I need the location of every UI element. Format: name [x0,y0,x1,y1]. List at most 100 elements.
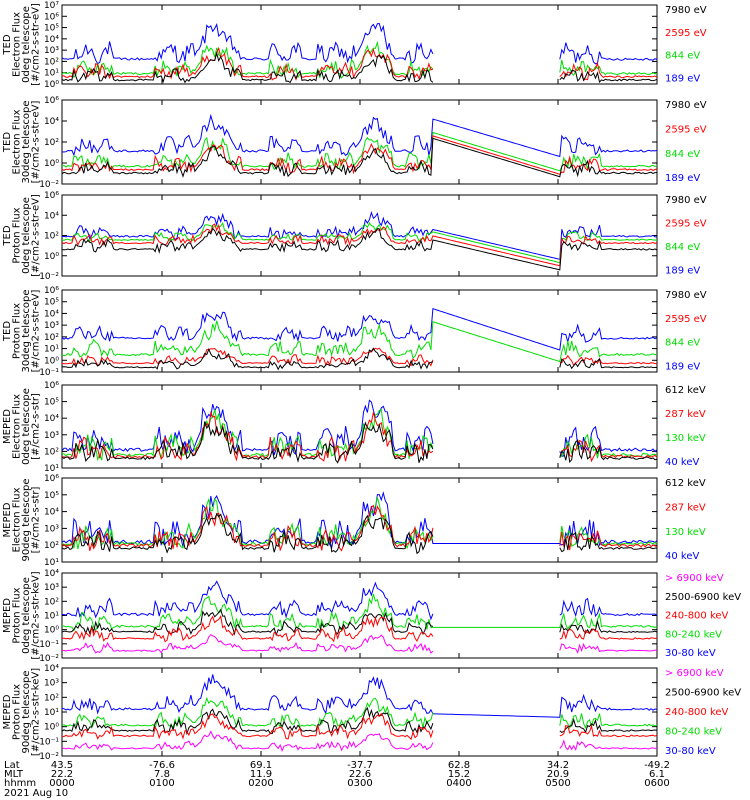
y-axis-label: MEPEDProton Flux0deg telescope[#/cm2-s-s… [2,571,42,659]
y-axis-label: TEDProton Flux0deg telescope[#/cm2-s-str… [2,194,42,277]
y-axis-label-line: 0deg telescope [21,197,32,274]
y-axis-label-line: 30deg telescope [21,100,32,183]
footer-mlt-value: 22.2 [51,769,73,780]
series-line-magenta [61,730,658,752]
y-axis-label-line: 90deg telescope [21,670,32,753]
y-axis-label-line: Proton Flux [12,684,23,740]
legend-entry: 80-240 keV [665,629,722,640]
footer-mlt-value: 20.9 [547,769,569,780]
y-axis-label-line: [#/cm2-s-str] [31,393,42,460]
series-line-green [61,593,658,632]
y-axis-label-line: 90deg telescope [21,478,32,561]
footer-hhmm-value: 0100 [149,778,174,789]
plot-frame [61,384,658,469]
y-tick-label: 10⁶ [44,474,59,484]
y-tick-label: 10⁻² [39,654,59,664]
legend-entry: 189 eV [665,265,700,276]
y-tick-label: 10⁵ [44,298,59,308]
y-tick-label: 10¹ [44,612,59,622]
series-line-blue [61,22,658,65]
y-axis-label-line: MEPED [2,502,13,537]
y-tick-label: 10⁻¹ [39,737,59,747]
y-axis-label: MEPEDElectron Flux0deg telescope[#/cm2-s… [2,388,42,465]
legend-entry: 240-800 keV [665,611,729,622]
footer-lat-value: -37.7 [347,760,373,771]
series-line-green [61,696,658,730]
series-line-red [61,410,658,463]
y-tick-label: 10² [44,333,59,343]
y-axis-label-line: 0deg telescope [21,6,32,83]
y-tick-label: 10² [44,447,59,457]
legend-entry: 612 keV [665,385,706,396]
footer-hhmm-value: 0300 [347,778,372,789]
legend-entry: 130 keV [665,527,706,538]
legend-entry: 287 keV [665,502,706,513]
legend-entry: 189 eV [665,173,700,184]
y-tick-label: 10⁴ [44,414,59,424]
y-tick-label: 10⁵ [44,24,59,34]
y-tick-label: 10¹ [44,558,59,568]
y-axis-label-line: [#/cm2-s-str] [31,486,42,553]
y-tick-label: 10⁰ [44,252,59,262]
y-tick-label: 10² [44,57,59,67]
series-line-blue [61,491,658,550]
y-axis-label-line: 0deg telescope [21,388,32,465]
series-line-black [61,347,658,371]
legend-entry: 844 eV [665,338,700,349]
y-tick-label: 10² [44,693,59,703]
y-tick-label: 10⁻² [39,180,59,190]
legend-entry: 40 keV [665,457,699,468]
y-tick-label: 10⁵ [44,398,59,408]
legend-entry: 844 eV [665,242,700,253]
footer-mlt-value: 7.8 [154,769,170,780]
series-line-black [61,137,657,178]
y-axis-label-line: MEPED [2,694,13,729]
series-line-red [61,504,658,552]
series-line-red [61,615,658,643]
legend-entry: 612 keV [665,478,706,489]
y-tick-label: 10⁰ [44,723,59,733]
y-axis-label-line: Electron Flux [12,487,23,552]
series-line-black [61,512,658,555]
legend-entry: 844 eV [665,51,700,62]
y-tick-label: 10³ [44,431,59,441]
series-line-green [61,408,658,462]
y-tick-label: 10⁴ [44,35,59,45]
footer-mlt-value: 22.6 [349,769,371,780]
legend-entry: 30-80 keV [665,648,716,659]
y-tick-label: 10³ [44,524,59,534]
series-line-blue [61,580,658,621]
legend-entry: 189 eV [665,73,700,84]
y-axis-label-line: Electron Flux [12,394,23,459]
y-axis-label-line: TED [2,132,13,153]
y-tick-label: 10⁴ [44,117,59,127]
footer-lat-value: -49.2 [644,760,670,771]
series-line-black [61,51,658,84]
legend-entry: 2595 eV [665,314,707,325]
legend-entry: 7980 eV [665,100,707,111]
y-axis-label-line: 30deg telescope [21,289,32,372]
y-axis-label-line: [#/cm2-s-str-eV] [31,290,42,373]
footer-mlt-value: 11.9 [250,769,272,780]
y-tick-label: 10¹ [44,69,59,79]
legend-entry: 80-240 keV [665,727,722,738]
footer-row-label: hhmm [4,778,36,789]
y-axis-label-line: [#/cm2-s-str-eV] [31,194,42,277]
footer-lat-value: 62.8 [448,760,470,771]
y-axis-label-line: [#/cm2-s-str-eV] [31,101,42,184]
y-tick-label: 10⁰ [44,159,59,169]
footer-hhmm-value: 0200 [248,778,273,789]
series-line-magenta [61,634,658,654]
y-tick-label: 10⁷ [44,1,59,11]
y-axis-label: MEPEDElectron Flux90deg telescope[#/cm2-… [2,478,42,561]
y-axis-label-line: Proton Flux [12,303,23,359]
y-tick-label: 10¹ [44,708,59,718]
y-tick-label: 10⁶ [44,191,59,201]
y-tick-label: 10⁰ [44,80,59,90]
